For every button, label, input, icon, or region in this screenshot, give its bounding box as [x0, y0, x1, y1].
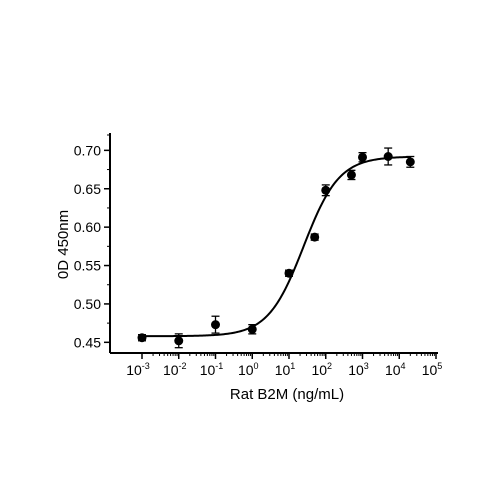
data-point: [346, 170, 356, 180]
x-tick-label: 10-2: [163, 361, 187, 378]
data-point: [321, 185, 331, 195]
y-tick-label: 0.55: [74, 258, 101, 274]
data-points: [137, 147, 415, 349]
data-point: [247, 324, 257, 334]
x-tick-label: 10-1: [200, 361, 224, 378]
x-tick-label: 10-3: [126, 361, 150, 378]
x-axis-title: Rat B2M (ng/mL): [230, 386, 344, 403]
x-tick-label: 102: [311, 361, 332, 378]
y-tick-label: 0.45: [74, 334, 101, 350]
data-point: [174, 336, 184, 346]
fit-curve-group: [142, 155, 411, 338]
x-tick-label: 104: [385, 361, 406, 378]
fit-curve: [142, 155, 411, 338]
data-point: [405, 157, 415, 167]
data-point: [358, 152, 367, 162]
x-tick-label: 101: [275, 361, 296, 378]
y-tick-label: 0.60: [74, 219, 101, 235]
data-point: [211, 320, 220, 330]
y-tick-label: 0.70: [74, 142, 101, 158]
y-tick-label: 0.50: [74, 296, 101, 312]
axes: 0.45 0.50 0.55 0.60 0.65 0.70 10-3 10-2 10-1 100 1…: [74, 133, 443, 378]
y-axis-title: 0D 450nm: [55, 210, 72, 279]
y-tick-label: 0.65: [74, 181, 101, 197]
x-tick-label: 105: [422, 361, 443, 378]
data-point: [310, 232, 320, 242]
x-tick-label: 100: [238, 361, 259, 378]
data-point: [383, 152, 393, 161]
data-point: [137, 333, 147, 343]
data-point: [284, 268, 294, 278]
x-tick-label: 103: [348, 361, 369, 378]
